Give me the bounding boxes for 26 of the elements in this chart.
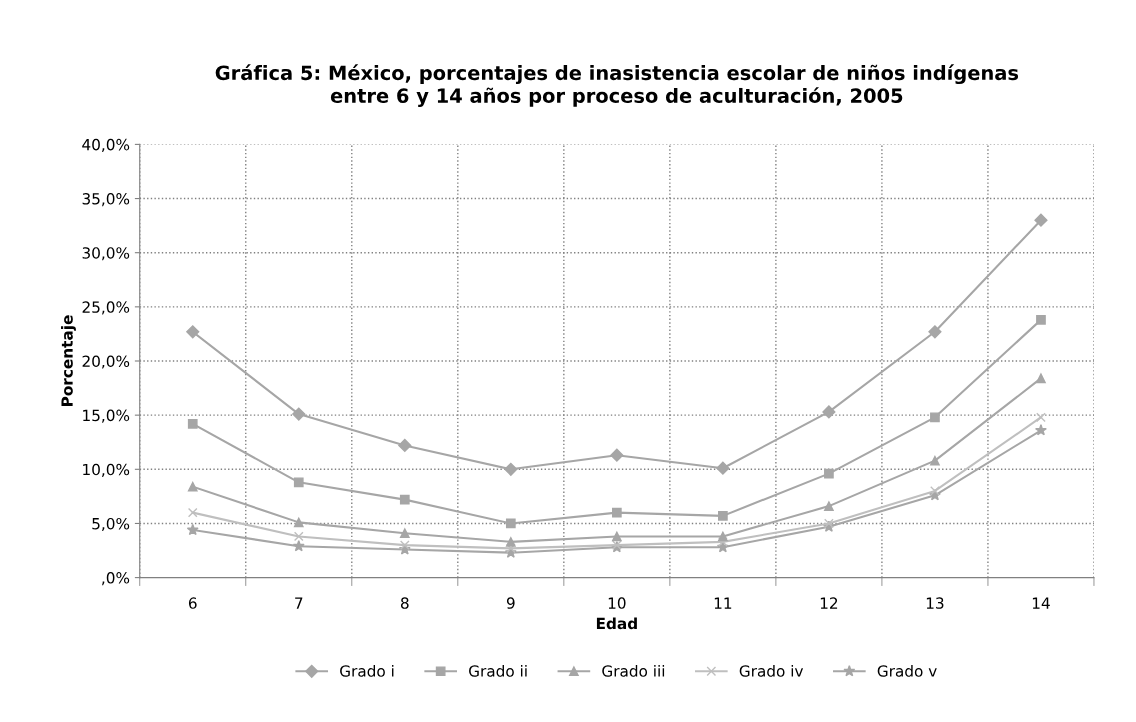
y-tick-label: 15,0% — [83, 409, 130, 423]
x-axis-title: Edad — [596, 617, 637, 630]
y-tick-label: ,0% — [102, 572, 130, 586]
x-tick-label: 11 — [714, 597, 732, 609]
legend-label: Grado iii — [602, 664, 665, 677]
legend-label: Grado v — [877, 664, 937, 677]
y-tick-label: 10,0% — [83, 463, 130, 477]
y-tick-label: 40,0% — [82, 138, 130, 152]
x-tick-label: 8 — [400, 597, 409, 609]
x-tick-label: 13 — [926, 597, 944, 609]
y-axis-title: Porcentaje — [61, 315, 76, 406]
legend-label: Grado ii — [469, 664, 527, 677]
x-tick-label: 12 — [820, 597, 838, 609]
y-tick-label: 25,0% — [82, 301, 130, 315]
y-tick-label: 35,0% — [82, 193, 130, 207]
x-tick-label: 6 — [188, 597, 197, 609]
x-tick-label: 14 — [1032, 597, 1050, 609]
legend-label: Grado i — [340, 664, 394, 677]
legend-label: Grado iv — [739, 664, 804, 677]
x-tick-label: 10 — [608, 597, 626, 609]
x-tick-label: 7 — [295, 597, 303, 609]
y-tick-label: 20,0% — [82, 355, 130, 369]
x-tick-label: 9 — [506, 597, 515, 609]
chart-title: Gráfica 5: México, porcentajes de inasistencia escolar de niños indígenas entre 6 y 14 años por proceso de aculturación, 2005 — [215, 64, 1019, 107]
y-tick-label: 5,0% — [92, 517, 130, 532]
y-tick-label: 30,0% — [82, 247, 130, 261]
